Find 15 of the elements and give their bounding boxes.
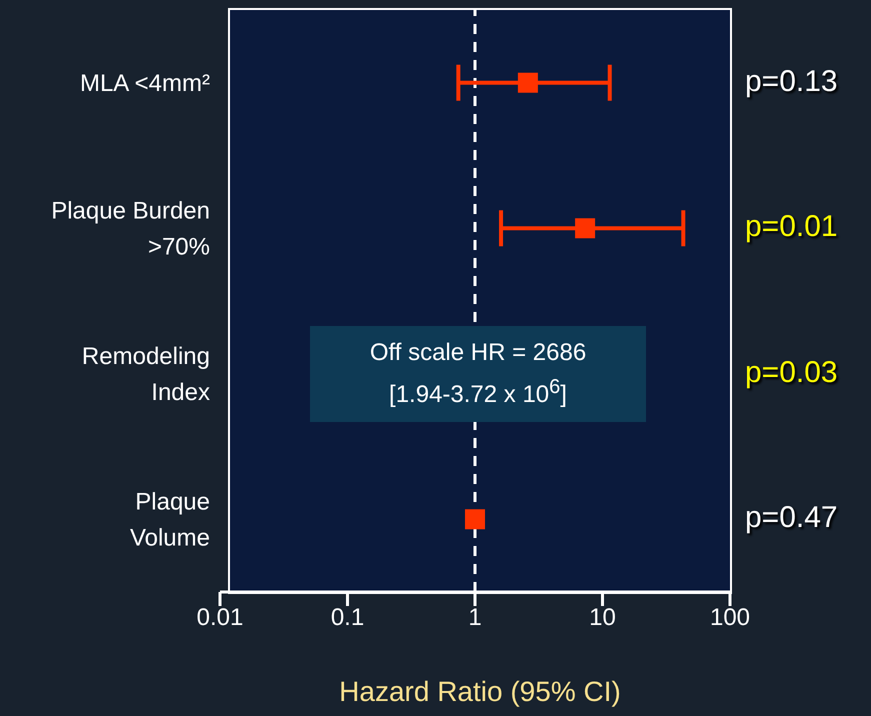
- text: p=0.03: [745, 356, 838, 390]
- x-tick-label: 100: [710, 604, 750, 632]
- y-tick-label: Remodeling Index: [82, 343, 210, 406]
- y-tick-label: MLA <4mm²: [80, 70, 210, 98]
- x-tick-label: 0.1: [330, 604, 364, 632]
- text: p=0.13: [745, 64, 838, 99]
- x-tick-label: 10: [589, 604, 616, 632]
- x-axis-title: Hazard Ratio (95% CI): [338, 676, 622, 708]
- text: p=0.01: [745, 210, 838, 244]
- y-tick-label: Plaque Volume: [130, 488, 210, 552]
- note-box: Off scale HR = 2686 [1.94-3.72 x 10$^{6}$]: [310, 326, 646, 422]
- text: p=0.47: [745, 501, 838, 536]
- x-tick-label: 1: [468, 604, 482, 632]
- y-tick-label: Plaque Burden >70%: [51, 198, 210, 261]
- x-tick-label: 0.01: [196, 604, 244, 632]
